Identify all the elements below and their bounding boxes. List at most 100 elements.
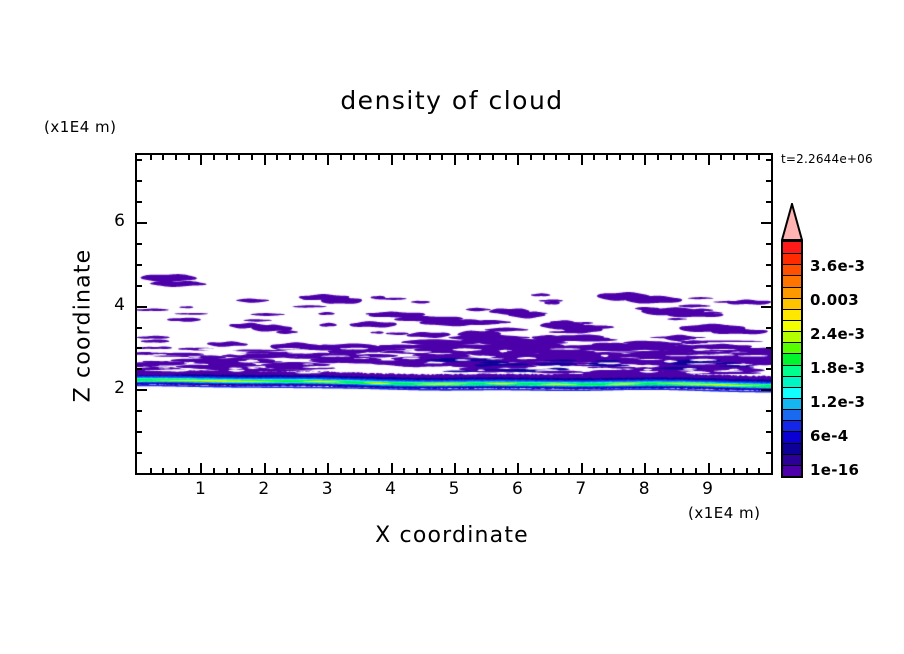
tick-mark	[766, 180, 771, 182]
tick-mark	[137, 285, 142, 287]
tick-mark	[766, 327, 771, 329]
tick-mark	[175, 155, 177, 160]
tick-mark	[403, 468, 405, 473]
tick-mark	[137, 327, 142, 329]
tick-mark	[568, 155, 570, 160]
tick-mark	[137, 410, 142, 412]
tick-mark	[137, 368, 142, 370]
x-tick-label: 4	[385, 479, 396, 499]
tick-mark	[555, 468, 557, 473]
tick-mark	[137, 243, 142, 245]
y-tick-label: 4	[114, 294, 125, 315]
tick-mark	[467, 468, 469, 473]
tick-mark	[162, 155, 164, 160]
tick-mark	[517, 463, 519, 473]
tick-mark	[733, 468, 735, 473]
tick-mark	[429, 155, 431, 160]
tick-mark	[530, 155, 532, 160]
x-tick-label: 7	[575, 479, 587, 499]
tick-mark	[213, 468, 215, 473]
tick-mark	[327, 155, 329, 165]
colorbar-segment	[783, 308, 801, 320]
tick-mark	[162, 468, 164, 473]
tick-mark	[657, 468, 659, 473]
x-axis-unit-label: (x1E4 m)	[688, 504, 761, 522]
tick-mark	[403, 155, 405, 160]
contour-field	[137, 155, 771, 473]
tick-mark	[416, 468, 418, 473]
tick-mark	[150, 468, 152, 473]
tick-mark	[454, 463, 456, 473]
tick-mark	[746, 155, 748, 160]
tick-mark	[479, 155, 481, 160]
y-axis-unit-label: (x1E4 m)	[44, 118, 117, 136]
tick-mark	[137, 201, 142, 203]
y-tick-label: 6	[114, 210, 125, 231]
plot-area	[135, 153, 773, 475]
tick-mark	[251, 155, 253, 160]
colorbar-segment	[783, 242, 801, 254]
colorbar-segment	[783, 442, 801, 454]
tick-mark	[441, 468, 443, 473]
tick-mark	[593, 155, 595, 160]
tick-mark	[619, 468, 621, 473]
tick-mark	[766, 201, 771, 203]
tick-mark	[644, 155, 646, 165]
tick-mark	[766, 431, 771, 433]
tick-mark	[657, 155, 659, 160]
tick-mark	[758, 468, 760, 473]
tick-mark	[302, 155, 304, 160]
tick-mark	[188, 468, 190, 473]
tick-mark	[315, 155, 317, 160]
tick-mark	[150, 155, 152, 160]
colorbar-tick-label: 0.003	[810, 291, 859, 309]
tick-mark	[340, 468, 342, 473]
tick-mark	[429, 468, 431, 473]
colorbar-segment	[783, 453, 801, 465]
colorbar-segment	[783, 286, 801, 298]
tick-mark	[708, 155, 710, 165]
tick-mark	[708, 463, 710, 473]
colorbar-segment	[783, 464, 801, 476]
tick-mark	[378, 468, 380, 473]
colorbar-segment	[783, 364, 801, 376]
tick-mark	[761, 389, 771, 391]
tick-mark	[670, 468, 672, 473]
tick-mark	[276, 468, 278, 473]
x-tick-label: 6	[511, 479, 523, 499]
tick-mark	[137, 306, 147, 308]
tick-mark	[365, 155, 367, 160]
tick-mark	[289, 155, 291, 160]
tick-mark	[555, 155, 557, 160]
y-tick-label: 2	[114, 378, 125, 399]
tick-mark	[505, 468, 507, 473]
x-tick-label: 8	[638, 479, 650, 499]
tick-mark	[353, 155, 355, 160]
tick-mark	[543, 468, 545, 473]
tick-mark	[238, 468, 240, 473]
tick-mark	[353, 468, 355, 473]
x-tick-label: 5	[448, 479, 460, 499]
colorbar-segment	[783, 386, 801, 398]
tick-mark	[720, 155, 722, 160]
tick-mark	[302, 468, 304, 473]
tick-mark	[771, 155, 773, 160]
tick-mark	[467, 155, 469, 160]
tick-mark	[766, 410, 771, 412]
tick-mark	[766, 452, 771, 454]
tick-mark	[766, 159, 771, 161]
colorbar-tick-label: 3.6e-3	[810, 257, 866, 275]
tick-mark	[632, 468, 634, 473]
tick-mark	[251, 468, 253, 473]
tick-mark	[327, 463, 329, 473]
tick-mark	[517, 155, 519, 165]
tick-mark	[761, 306, 771, 308]
tick-mark	[137, 431, 142, 433]
tick-mark	[766, 347, 771, 349]
x-tick-label: 2	[258, 479, 270, 499]
tick-mark	[391, 155, 393, 165]
tick-mark	[581, 155, 583, 165]
colorbar-segment	[783, 275, 801, 287]
tick-mark	[137, 222, 147, 224]
